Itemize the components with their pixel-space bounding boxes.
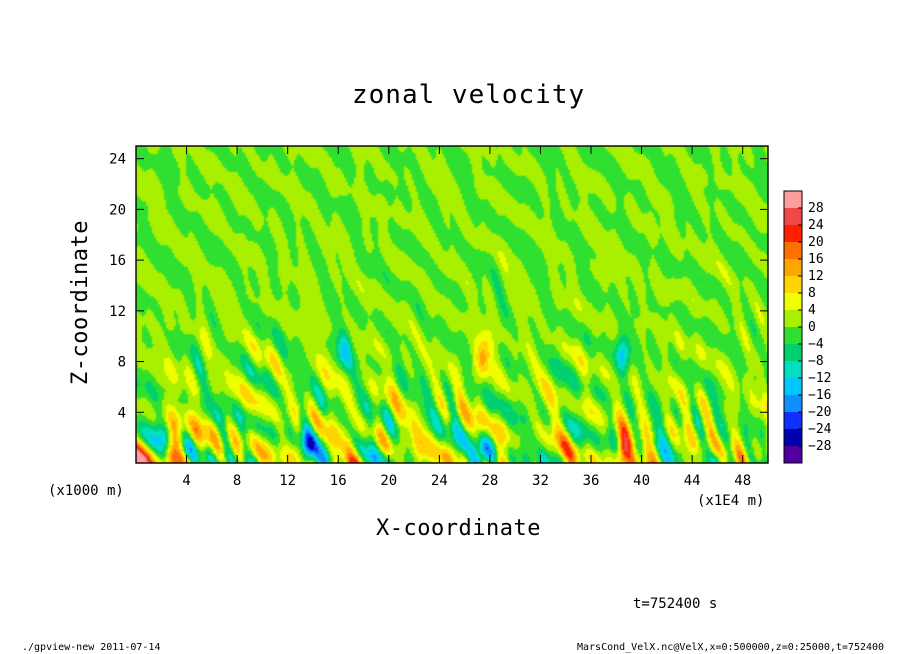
- colorbar-label: −12: [808, 371, 831, 386]
- x-tick-label: 4: [182, 473, 190, 489]
- colorbar-label: 8: [808, 286, 816, 301]
- colorbar-swatch: [784, 191, 802, 209]
- colorbar-label: 28: [808, 201, 824, 216]
- plot-frame: [135, 145, 769, 464]
- y-tick-label: 20: [109, 202, 126, 218]
- colorbar-swatch: [784, 259, 802, 277]
- x-axis-label: X-coordinate: [376, 516, 541, 541]
- colorbar-label: 24: [808, 218, 824, 233]
- colorbar-label: 0: [808, 320, 816, 335]
- colorbar-swatch: [784, 395, 802, 413]
- time-annotation: t=752400 s: [633, 596, 718, 612]
- y-axis-ticks: 4 8 12 16 20 24: [109, 152, 768, 421]
- x-tick-label: 40: [633, 473, 650, 489]
- colorbar-label: 20: [808, 235, 824, 250]
- y-tick-label: 4: [118, 405, 126, 421]
- x-tick-label: 32: [532, 473, 549, 489]
- colorbar: 28 24 20 16 12 8 4 0 −4 −8 −12 −16 −20 −24 −28: [783, 190, 832, 464]
- colorbar-swatch: [784, 293, 802, 311]
- colorbar-label: −28: [808, 439, 831, 454]
- x-tick-label: 16: [330, 473, 347, 489]
- x-tick-label: 44: [684, 473, 701, 489]
- colorbar-label: 4: [808, 303, 816, 318]
- x-unit-left: (x1000 m): [48, 483, 124, 499]
- colorbar-swatch: [784, 327, 802, 345]
- colorbar-swatch: [784, 429, 802, 447]
- colorbar-label: −20: [808, 405, 831, 420]
- x-tick-label: 36: [583, 473, 600, 489]
- x-tick-label: 48: [734, 473, 751, 489]
- colorbar-label: 12: [808, 269, 824, 284]
- colorbar-swatch: [784, 276, 802, 294]
- colorbar-label: 16: [808, 252, 824, 267]
- colorbar-swatch: [784, 225, 802, 243]
- colorbar-label: −24: [808, 422, 832, 437]
- colorbar-swatch: [784, 412, 802, 430]
- y-tick-label: 16: [109, 253, 126, 269]
- colorbar-swatch: [784, 344, 802, 362]
- y-tick-label: 12: [109, 304, 126, 320]
- y-tick-label: 8: [118, 355, 126, 371]
- colorbar-label: −16: [808, 388, 831, 403]
- colorbar-swatch: [784, 446, 802, 464]
- colorbar-swatch: [784, 242, 802, 260]
- x-tick-label: 8: [233, 473, 241, 489]
- x-unit-right: (x1E4 m): [697, 493, 765, 509]
- plot-area: [135, 145, 769, 464]
- y-axis-label: Z-coordinate: [68, 220, 93, 385]
- colorbar-label: −8: [808, 354, 824, 369]
- x-tick-label: 20: [380, 473, 397, 489]
- y-tick-label: 24: [109, 152, 126, 168]
- colorbar-swatch: [784, 208, 802, 226]
- heatmap-field: [136, 146, 768, 463]
- x-tick-label: 12: [279, 473, 296, 489]
- footer-right: MarsCond_VelX.nc@VelX,x=0:500000,z=0:250…: [577, 642, 885, 653]
- colorbar-swatch: [784, 361, 802, 379]
- x-tick-label: 24: [431, 473, 448, 489]
- x-tick-label: 28: [481, 473, 498, 489]
- colorbar-swatch: [784, 378, 802, 396]
- footer-left: ./gpview-new 2011-07-14: [22, 642, 161, 653]
- x-axis-ticks: 4 8 12 16 20 24 28 32 36 40 44 48: [182, 146, 751, 489]
- chart-title: zonal velocity: [352, 80, 586, 110]
- colorbar-label: −4: [808, 337, 824, 352]
- colorbar-swatch: [784, 310, 802, 328]
